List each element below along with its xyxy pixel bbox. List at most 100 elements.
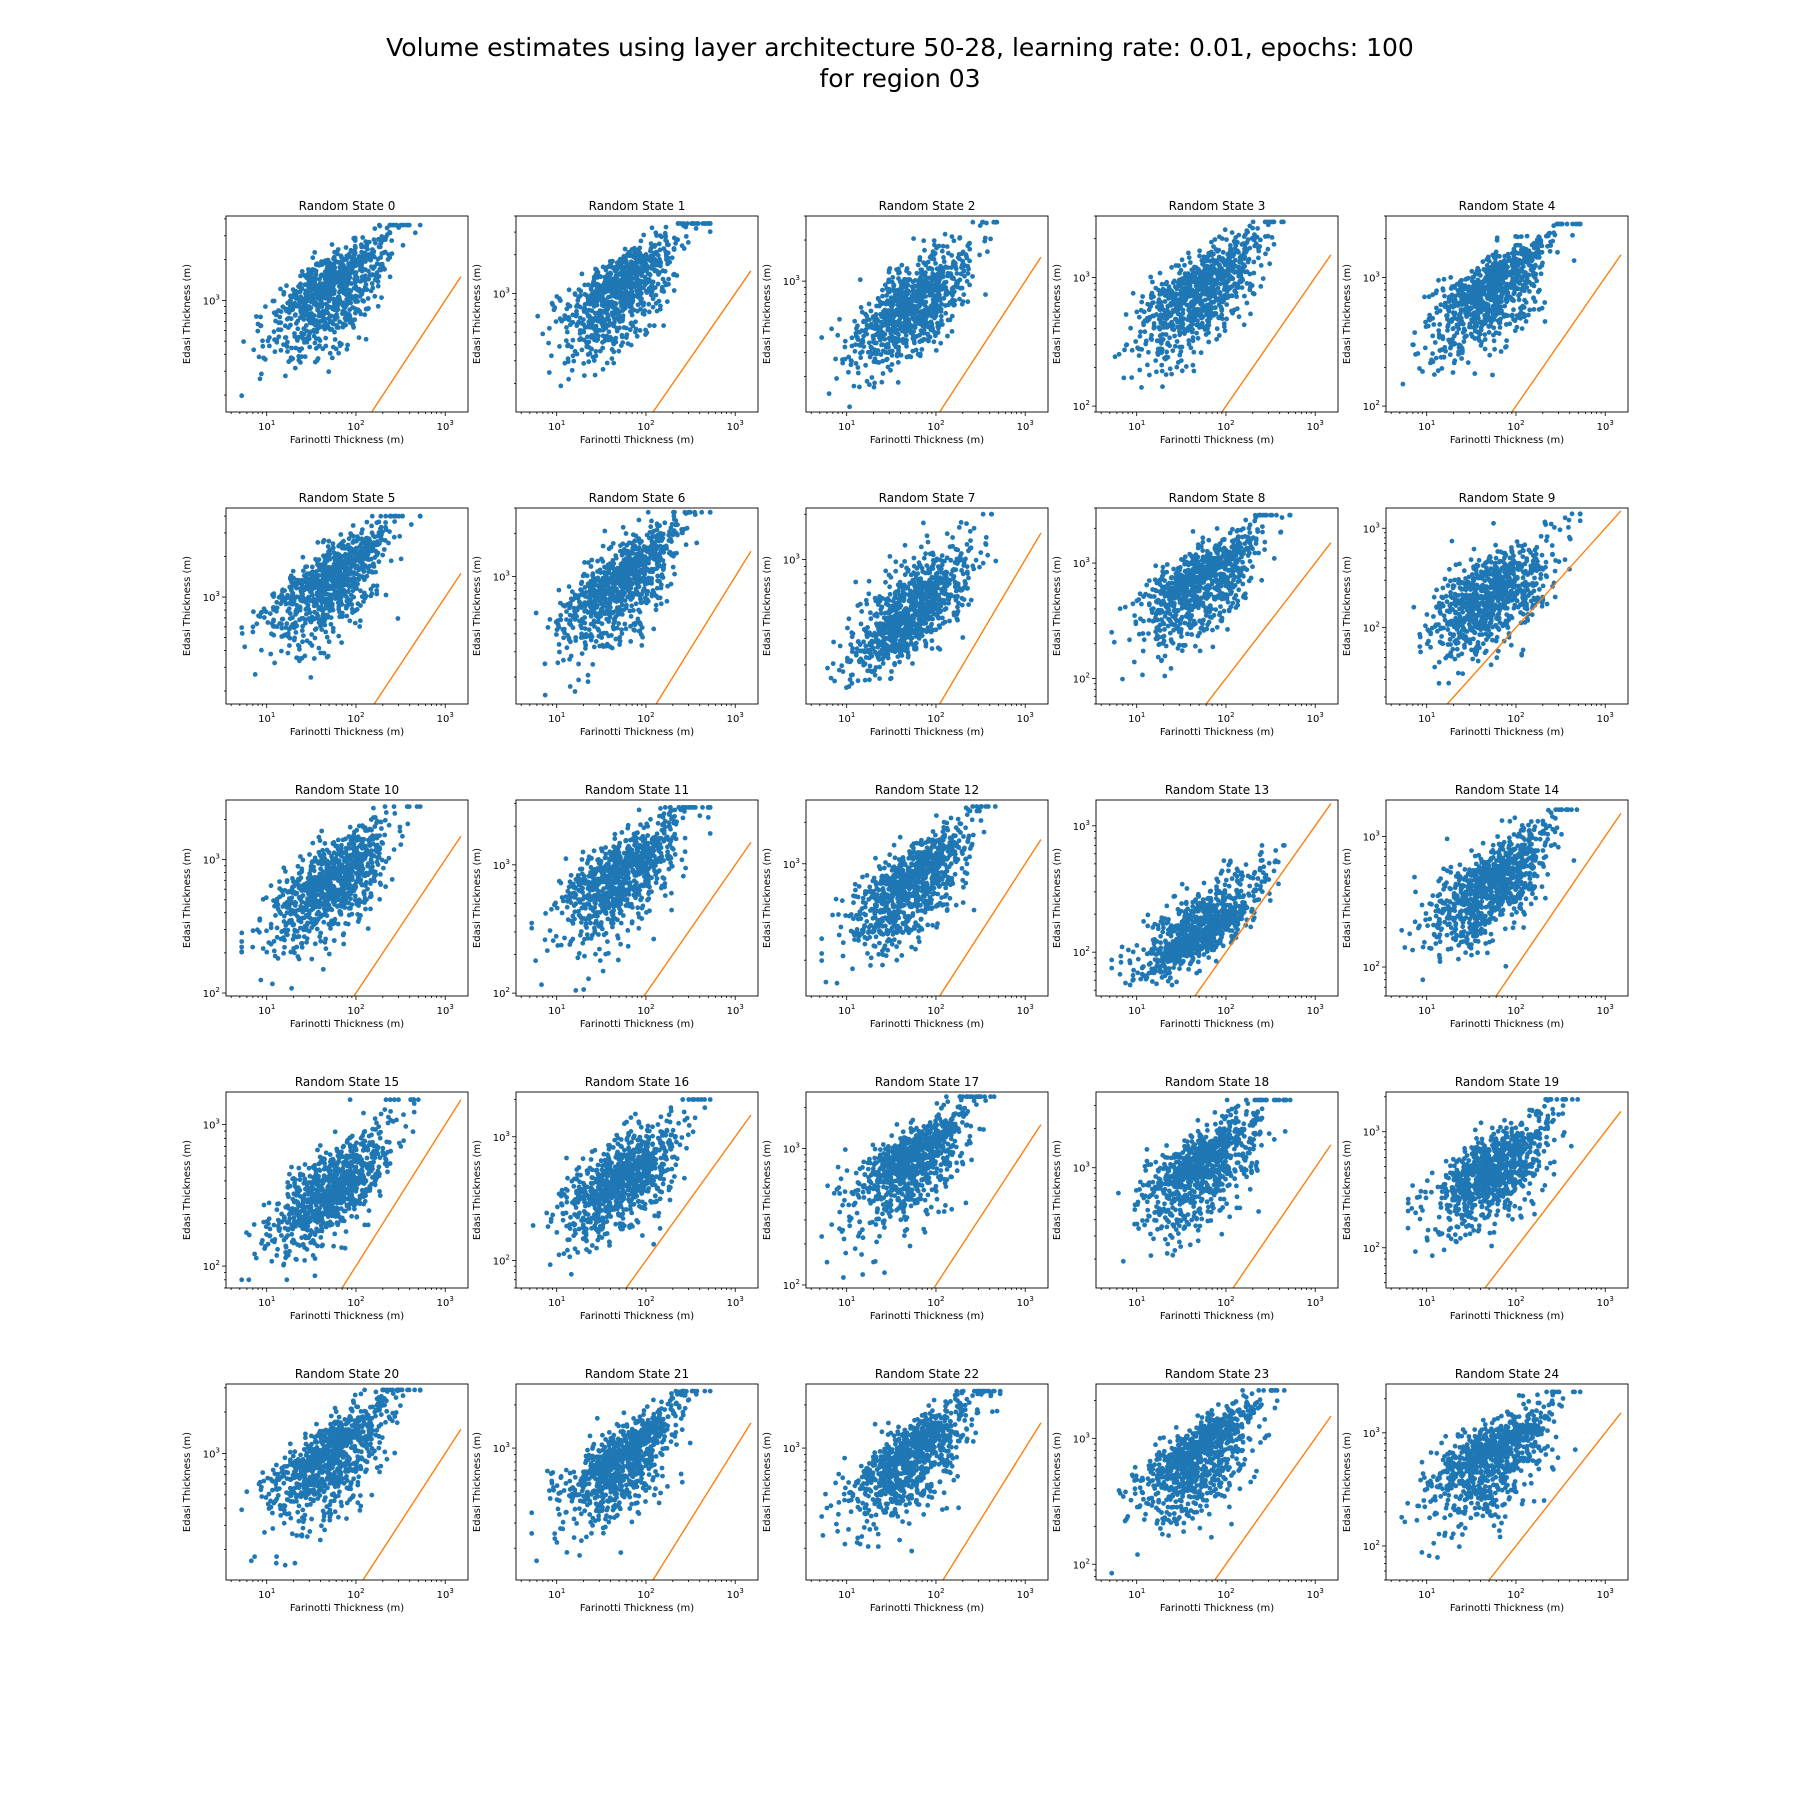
scatter-point: [595, 292, 600, 298]
scatter-point: [592, 372, 598, 378]
scatter-point: [637, 245, 643, 251]
scatter-point: [880, 293, 885, 299]
scatter-point: [1218, 281, 1224, 287]
scatter-point: [577, 315, 583, 321]
scatter-point: [1223, 262, 1228, 268]
scatter-point: [1233, 290, 1239, 296]
scatter-point: [1535, 245, 1541, 251]
scatter-point: [877, 303, 882, 309]
scatter-point: [369, 254, 375, 259]
scatter-point: [360, 256, 366, 262]
scatter-point: [312, 313, 317, 318]
scatter-point: [848, 358, 854, 363]
scatter-point: [1175, 324, 1180, 330]
scatter-point: [348, 289, 353, 294]
scatter-point: [1519, 286, 1525, 292]
scatter-point: [883, 311, 889, 317]
scatter-point: [258, 323, 263, 329]
scatter-point: [666, 276, 671, 282]
scatter-point: [1219, 295, 1225, 301]
scatter-point: [278, 347, 284, 353]
scatter-point: [1448, 303, 1454, 309]
scatter-point: [1221, 324, 1227, 330]
scatter-point: [600, 308, 606, 314]
scatter-point: [1257, 244, 1263, 249]
scatter-point: [859, 349, 865, 355]
y-axis-label: Edasi Thickness (m): [182, 264, 193, 364]
scatter-point: [286, 310, 292, 315]
scatter-point: [280, 616, 286, 622]
scatter-point: [397, 533, 403, 539]
scatter-point: [891, 284, 896, 289]
scatter-point: [318, 299, 324, 305]
scatter-point: [1511, 317, 1516, 322]
scatter-point: [1531, 265, 1537, 271]
scatter-point: [1239, 285, 1245, 290]
scatter-point: [957, 296, 962, 302]
scatter-point: [1475, 303, 1481, 309]
scatter-point: [1193, 283, 1199, 289]
scatter-point: [1251, 259, 1257, 265]
scatter-point: [1533, 250, 1539, 256]
figure-title: Volume estimates using layer architectur…: [0, 32, 1800, 94]
scatter-point: [376, 236, 381, 242]
scatter-point: [1177, 291, 1183, 297]
scatter-point: [385, 257, 391, 262]
x-axis-label: Farinotti Thickness (m): [870, 435, 984, 446]
scatter-point: [1157, 306, 1162, 312]
scatter-point: [323, 335, 329, 341]
scatter-point: [1509, 250, 1515, 256]
scatter-point: [955, 281, 960, 286]
scatter-point: [1484, 263, 1490, 268]
scatter-point: [937, 294, 942, 300]
scatter-point: [1228, 243, 1233, 248]
scatter-point: [600, 366, 606, 372]
scatter-point: [574, 308, 579, 314]
scatter-point: [649, 225, 655, 231]
scatter-point: [619, 256, 624, 262]
scatter-point: [333, 276, 338, 282]
scatter-point: [368, 586, 374, 592]
scatter-point: [959, 285, 965, 291]
scatter-point: [887, 266, 893, 271]
scatter-point: [1460, 330, 1466, 335]
scatter-point: [932, 329, 937, 335]
scatter-point: [1483, 268, 1489, 274]
scatter-point: [1116, 351, 1122, 357]
subplot-title: Random State 0: [299, 199, 396, 213]
scatter-point: [254, 314, 259, 319]
scatter-point: [1445, 306, 1451, 312]
scatter-point: [610, 337, 615, 342]
scatter-point: [923, 294, 928, 299]
scatter-point: [1217, 234, 1222, 240]
scatter-point: [918, 295, 923, 300]
scatter-point: [641, 232, 647, 238]
scatter-point: [870, 314, 876, 320]
scatter-point: [353, 293, 359, 299]
scatter-point: [1180, 311, 1186, 316]
scatter-point: [593, 349, 599, 354]
scatter-point: [638, 238, 644, 244]
scatter-point: [1265, 233, 1271, 239]
scatter-point: [611, 341, 617, 347]
scatter-point: [904, 302, 910, 307]
scatter-point: [624, 265, 629, 271]
scatter-point: [288, 355, 294, 360]
scatter-point: [570, 337, 576, 343]
scatter-point: [1489, 265, 1495, 270]
scatter-point: [331, 307, 337, 313]
scatter-point: [384, 225, 390, 231]
scatter-point: [1526, 272, 1532, 278]
scatter-point: [1498, 267, 1503, 273]
scatter-point: [895, 360, 901, 365]
scatter-point: [1242, 293, 1247, 299]
scatter-point: [591, 335, 597, 340]
scatter-point: [311, 333, 317, 339]
scatter-point: [646, 301, 652, 307]
scatter-point: [1573, 221, 1579, 227]
scatter-point: [909, 297, 915, 303]
scatter-point: [1482, 346, 1488, 352]
scatter-point: [1532, 299, 1538, 304]
scatter-point: [1129, 375, 1135, 380]
scatter-point: [337, 289, 342, 295]
